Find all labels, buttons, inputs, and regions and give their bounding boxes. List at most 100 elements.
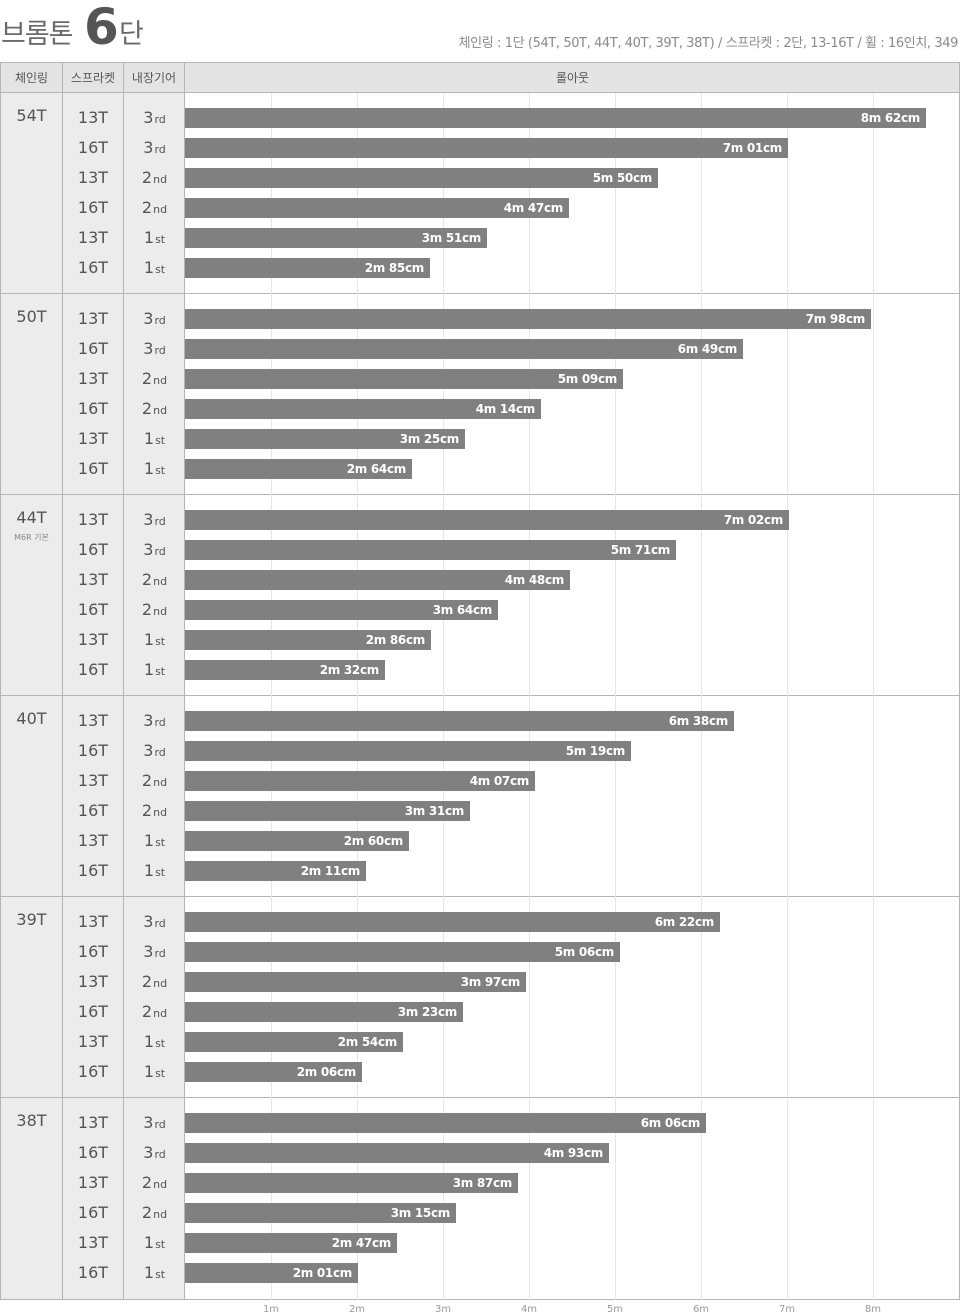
internal-gear-cell: 1st — [124, 655, 185, 685]
rollout-bar: 4m 07cm — [185, 771, 535, 791]
gear-suffix: nd — [153, 1007, 168, 1020]
bar-plot-area: 8m 62cm 7m 01cm 5m 50cm 4m 47cm 3m 51cm 2m 85… — [185, 93, 960, 1300]
sprocket-cell: 16T — [77, 1062, 109, 1081]
gear-suffix: st — [155, 464, 166, 477]
gear-number: 1 — [143, 630, 155, 649]
gear-suffix: nd — [153, 806, 168, 819]
sprocket-cell: 16T — [77, 459, 109, 478]
rollout-value-label: 5m 09cm — [557, 372, 618, 386]
chart-header: 브롬톤 6 단 체인링 : 1단 (54T, 50T, 44T, 40T, 39… — [0, 0, 960, 62]
gear-number: 1 — [143, 258, 155, 277]
gear-suffix: rd — [154, 143, 166, 156]
gear-suffix: rd — [154, 716, 166, 729]
gridline-6m — [701, 93, 702, 1300]
rollout-value-label: 3m 64cm — [432, 603, 493, 617]
internal-gear-cell: 2nd — [124, 796, 185, 826]
rollout-value-label: 4m 47cm — [503, 201, 564, 215]
internal-gear-cell: 3rd — [124, 505, 185, 535]
rollout-value-label: 6m 38cm — [668, 714, 729, 728]
gear-number: 2 — [141, 1203, 153, 1222]
gear-number: 2 — [141, 1173, 153, 1192]
rollout-bar: 3m 97cm — [185, 972, 526, 992]
internal-gear-cell: 1st — [124, 826, 185, 856]
chainring-note: M6R 기본 — [14, 533, 49, 542]
header-sprocket: 스프라켓 — [70, 71, 116, 85]
rollout-bar: 5m 09cm — [185, 369, 623, 389]
gear-number: 2 — [141, 198, 153, 217]
rollout-value-label: 7m 01cm — [722, 141, 783, 155]
rollout-bar: 5m 19cm — [185, 741, 631, 761]
internal-gear-cell: 1st — [124, 454, 185, 484]
rollout-bar: 6m 38cm — [185, 711, 734, 731]
sprocket-cell: 13T — [77, 1173, 109, 1192]
rollout-value-label: 4m 07cm — [469, 774, 530, 788]
column-divider — [62, 62, 63, 1300]
gear-suffix: st — [155, 263, 166, 276]
internal-gear-cell: 3rd — [124, 907, 185, 937]
x-tick-label: 2m — [348, 1304, 366, 1315]
sprocket-cell: 13T — [77, 1032, 109, 1051]
sprocket-cell: 13T — [77, 972, 109, 991]
chainring-label: 40T — [16, 709, 47, 728]
x-tick-label: 5m — [606, 1304, 624, 1315]
sprocket-cell: 16T — [77, 339, 109, 358]
internal-gear-cell: 2nd — [124, 394, 185, 424]
rollout-value-label: 3m 97cm — [460, 975, 521, 989]
gear-suffix: rd — [154, 917, 166, 930]
sprocket-cell: 16T — [77, 1002, 109, 1021]
rollout-value-label: 3m 87cm — [452, 1176, 513, 1190]
rollout-value-label: 3m 51cm — [421, 231, 482, 245]
internal-gear-cell: 1st — [124, 625, 185, 655]
internal-gear-cell: 2nd — [124, 193, 185, 223]
group-divider — [0, 494, 960, 495]
gear-suffix: nd — [153, 776, 168, 789]
rollout-value-label: 6m 06cm — [640, 1116, 701, 1130]
gridline-5m — [615, 93, 616, 1300]
rollout-bar: 3m 31cm — [185, 801, 470, 821]
gear-suffix: st — [155, 836, 166, 849]
rollout-value-label: 6m 22cm — [654, 915, 715, 929]
column-divider — [184, 62, 185, 1300]
gear-number: 1 — [143, 1032, 155, 1051]
internal-gear-cell: 2nd — [124, 766, 185, 796]
chainring-label: 39T — [16, 910, 47, 929]
chainring-label: 44T — [16, 508, 47, 527]
gear-number: 3 — [143, 741, 154, 760]
gear-number: 3 — [143, 912, 154, 931]
sprocket-cell: 16T — [77, 399, 109, 418]
rollout-bar: 4m 14cm — [185, 399, 541, 419]
internal-gear-cell: 2nd — [124, 1168, 185, 1198]
rollout-value-label: 5m 50cm — [592, 171, 653, 185]
rollout-value-label: 7m 98cm — [805, 312, 866, 326]
internal-gear-cell: 1st — [124, 1258, 185, 1288]
internal-gear-cell: 3rd — [124, 304, 185, 334]
internal-gear-cell: 1st — [124, 856, 185, 886]
gear-number: 1 — [143, 228, 155, 247]
rollout-value-label: 4m 93cm — [543, 1146, 604, 1160]
label-columns-background — [0, 62, 185, 1300]
x-tick-label: 4m — [520, 1304, 538, 1315]
sprocket-cell: 16T — [77, 861, 109, 880]
sprocket-cell: 13T — [77, 369, 109, 388]
internal-gear-cell: 1st — [124, 1228, 185, 1258]
internal-gear-cell: 1st — [124, 223, 185, 253]
internal-gear-cell: 1st — [124, 424, 185, 454]
rollout-value-label: 3m 25cm — [399, 432, 460, 446]
gear-suffix: st — [155, 1268, 166, 1281]
gear-suffix: rd — [154, 1148, 166, 1161]
rollout-value-label: 5m 06cm — [554, 945, 615, 959]
gear-number: 2 — [141, 771, 153, 790]
rollout-value-label: 5m 71cm — [610, 543, 671, 557]
header-internal-gear: 내장기어 — [131, 71, 177, 85]
sprocket-cell: 13T — [77, 510, 109, 529]
gear-suffix: nd — [153, 1178, 168, 1191]
x-tick-label: 6m — [692, 1304, 710, 1315]
rollout-value-label: 3m 31cm — [404, 804, 465, 818]
gear-suffix: nd — [153, 1208, 168, 1221]
internal-gear-cell: 1st — [124, 253, 185, 283]
gear-number: 1 — [143, 1233, 155, 1252]
rollout-value-label: 2m 86cm — [365, 633, 426, 647]
title-number: 6 — [84, 0, 119, 56]
rollout-value-label: 2m 11cm — [300, 864, 361, 878]
gridline-4m — [529, 93, 530, 1300]
